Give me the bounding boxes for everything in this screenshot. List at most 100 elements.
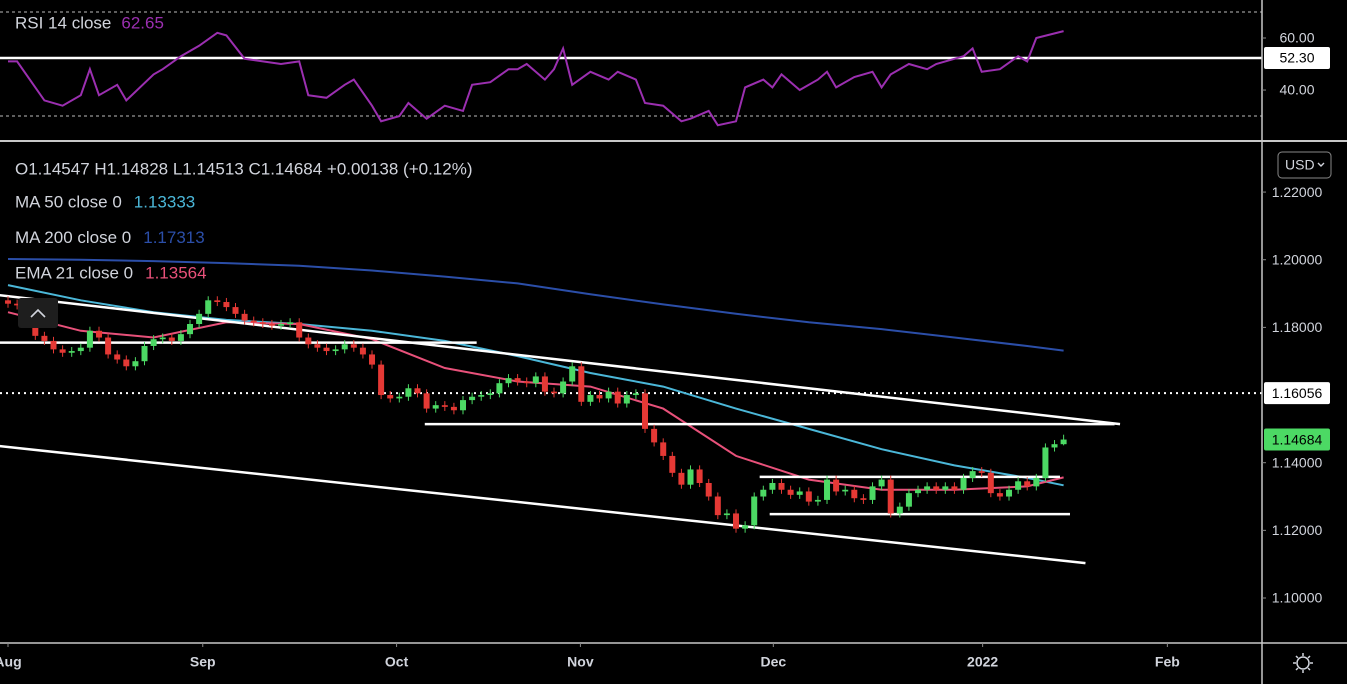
candle-body: [769, 482, 776, 490]
candle-body: [460, 400, 467, 411]
candle-body: [359, 347, 366, 355]
gear-teeth: [1293, 653, 1313, 673]
candle-body: [469, 396, 476, 401]
candle-body: [305, 337, 312, 345]
candle-body: [596, 395, 603, 399]
candle-body: [496, 383, 503, 394]
candle-body: [860, 498, 867, 500]
candle-body: [978, 471, 985, 473]
candle-body: [651, 428, 658, 443]
candle-body: [905, 493, 912, 507]
candle-body: [614, 391, 621, 404]
candle-body: [205, 300, 212, 314]
candle-body: [760, 489, 767, 497]
candle-body: [369, 354, 376, 365]
candle-body: [1051, 444, 1058, 448]
price-line-tag: 1.16056: [1272, 385, 1323, 401]
candle-body: [541, 376, 548, 392]
candle-body: [259, 322, 266, 324]
candle-body: [560, 381, 567, 394]
candle-body: [551, 391, 558, 394]
candle-body: [632, 393, 639, 396]
candle-body: [150, 339, 157, 346]
x-tick-label: Oct: [385, 654, 409, 670]
candle-body: [168, 337, 175, 341]
last-price-tag: 1.14684: [1272, 431, 1323, 447]
ma-legend-value: 1.13333: [134, 192, 195, 211]
rsi-legend-name: RSI 14 close: [15, 13, 111, 32]
y-tick-label: 1.22000: [1272, 184, 1323, 200]
collapse-button-bg[interactable]: [18, 298, 58, 328]
y-tick-label: 60.00: [1279, 30, 1314, 46]
candle-body: [1060, 439, 1067, 445]
y-tick-label: 1.20000: [1272, 251, 1323, 267]
candle-body: [268, 323, 275, 326]
candle-body: [969, 471, 976, 478]
candle-body: [996, 493, 1003, 497]
candle-body: [77, 347, 84, 352]
candle-body: [159, 337, 166, 340]
last-price-tag-bg: [1264, 428, 1330, 451]
settings-button[interactable]: [1293, 653, 1313, 673]
ma-legend-name: MA 200 close 0: [15, 228, 131, 247]
gear-icon[interactable]: [1296, 656, 1310, 670]
candle-body: [787, 489, 794, 495]
candle-body: [824, 479, 831, 500]
candle-body: [723, 513, 730, 516]
candle-body: [177, 334, 184, 341]
candle-body: [232, 307, 239, 314]
price-line-tag-bg: [1264, 382, 1330, 405]
candle-body: [450, 406, 457, 411]
candle-body: [951, 486, 958, 490]
candle-body: [569, 366, 576, 382]
currency-button[interactable]: USD: [1277, 151, 1332, 179]
y-tick-label: 1.12000: [1272, 522, 1323, 538]
candle-body: [396, 396, 403, 399]
candle-body: [714, 496, 721, 516]
candle-body: [350, 344, 357, 348]
candle-body: [287, 322, 294, 324]
candle-body: [123, 359, 130, 367]
collapse-button[interactable]: [18, 298, 58, 328]
ma-line: [7, 258, 1064, 352]
currency-button-bg[interactable]: [1277, 151, 1332, 179]
candle-body: [214, 300, 221, 303]
candle-body: [405, 388, 412, 397]
candle-body: [642, 393, 649, 429]
candle-body: [896, 506, 903, 514]
candle-body: [678, 472, 685, 485]
candle-body: [514, 378, 521, 382]
candle-body: [50, 340, 57, 350]
candle-body: [1042, 447, 1049, 478]
ma-legend-value: 1.17313: [143, 228, 204, 247]
candle-body: [487, 393, 494, 396]
candle-body: [587, 395, 594, 402]
candle-body: [68, 351, 75, 353]
candle-body: [114, 354, 121, 360]
ma-legend-name: EMA 21 close 0: [15, 263, 133, 282]
dropdown-icon: [1317, 162, 1325, 167]
candle-body: [141, 345, 148, 362]
ohlc-legend: O1.14547 H1.14828 L1.14513 C1.14684 +0.0…: [15, 159, 472, 178]
candle-body: [423, 393, 430, 409]
candle-body: [314, 344, 321, 348]
candle-body: [669, 455, 676, 473]
x-tick-label: Sep: [190, 654, 216, 670]
candle-body: [341, 344, 348, 350]
candle-body: [323, 347, 330, 352]
candle-body: [842, 489, 849, 492]
candle-body: [296, 322, 303, 338]
y-tick-label: 1.10000: [1272, 590, 1323, 606]
candle-body: [696, 469, 703, 483]
candle-body: [960, 477, 967, 490]
candle-body: [814, 499, 821, 502]
rsi-line: [8, 30, 1064, 127]
x-tick-label: Nov: [567, 654, 594, 670]
x-tick-label: Dec: [760, 654, 786, 670]
ma-legend-value: 1.13564: [145, 263, 206, 282]
candle-body: [733, 513, 740, 529]
candle-body: [278, 323, 285, 326]
candle-body: [5, 300, 12, 304]
candle-body: [1015, 481, 1022, 490]
